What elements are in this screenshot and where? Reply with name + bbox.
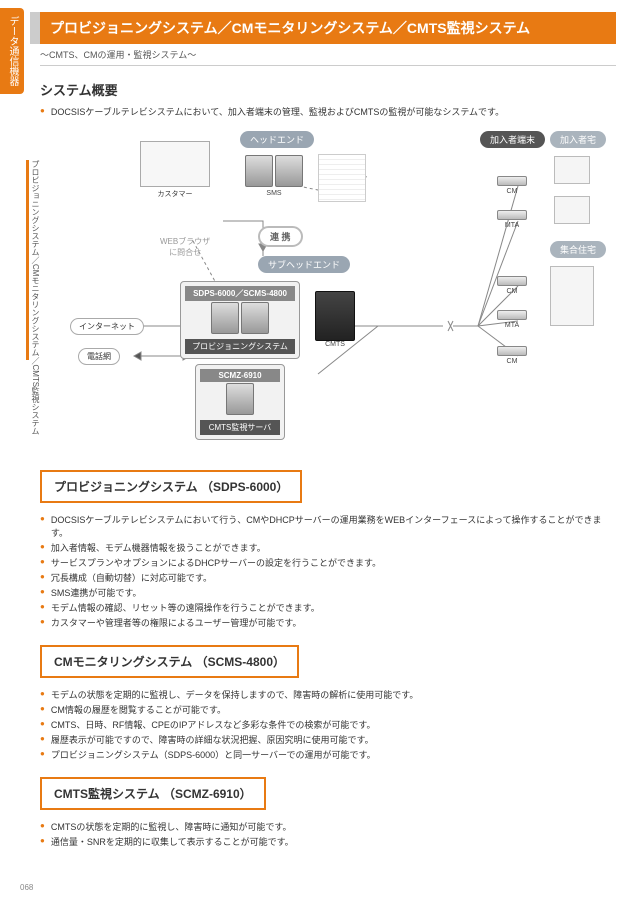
server-icon — [245, 155, 273, 187]
bullet-item: サービスプランやオプションによるDHCPサーバーの設定を行うことができます。 — [40, 556, 616, 569]
bullet-text: DOCSISケーブルテレビシステムにおいて行う、CMやDHCPサーバーの運用業務… — [51, 513, 616, 539]
bullet-text: 冗長構成（自動切替）に対応可能です。 — [51, 571, 212, 584]
cooperation-label: 連 携 — [258, 226, 303, 247]
cmts-server-label: CMTS監視サーバ — [200, 420, 280, 435]
collective-housing-label: 集合住宅 — [550, 241, 606, 258]
cm-text: CM — [495, 188, 529, 195]
server-icon — [226, 383, 254, 415]
cm-icon — [497, 346, 527, 356]
bullet-text: 通信量・SNRを定期的に収集して表示することが可能です。 — [51, 835, 294, 848]
bullet-text: モデムの状態を定期的に監視し、データを保持しますので、障害時の解析に使用可能です… — [51, 688, 419, 701]
overview-heading: システム概要 — [40, 80, 616, 99]
section-heading: CMTS監視システム （SCMZ-6910） — [40, 777, 266, 810]
bullet-item: DOCSISケーブルテレビシステムにおいて行う、CMやDHCPサーバーの運用業務… — [40, 513, 616, 539]
building-icon — [550, 266, 594, 326]
bullet-text: 履歴表示が可能ですので、障害時の詳細な状況把握、原因究明に使用可能です。 — [51, 733, 374, 746]
headend-label: ヘッドエンド — [240, 131, 314, 148]
bullet-text: カスタマーや管理者等の権限によるユーザー管理が可能です。 — [51, 616, 302, 629]
bullet-text: 加入者情報、モデム機器情報を扱うことができます。 — [51, 541, 266, 554]
bullet-item: 冗長構成（自動切替）に対応可能です。 — [40, 571, 616, 584]
category-tab: データ通信機器 — [0, 8, 24, 94]
customer-label: カスタマー — [125, 189, 225, 199]
bullet-item: CMTS、日時、RF情報、CPEのIPアドレスなど多彩な条件での検索が可能です。 — [40, 718, 616, 731]
bullet-item: 加入者情報、モデム機器情報を扱うことができます。 — [40, 541, 616, 554]
overview-text: DOCSISケーブルテレビシステムにおいて、加入者端末の管理、監視およびCMTS… — [51, 105, 504, 118]
subheadend-label: サブヘッドエンド — [258, 256, 350, 273]
bullet-text: サービスプランやオプションによるDHCPサーバーの設定を行うことができます。 — [51, 556, 381, 569]
cm-text: CM — [495, 358, 529, 365]
sdps-scms-label: SDPS-6000／SCMS-4800 — [185, 286, 295, 301]
bullet-item: モデムの状態を定期的に監視し、データを保持しますので、障害時の解析に使用可能です… — [40, 688, 616, 701]
bullet-text: プロビジョニングシステム（SDPS-6000）と同一サーバーでの運用が可能です。 — [51, 748, 376, 761]
grid-icon — [318, 154, 366, 202]
subscriber-home-label: 加入者宅 — [550, 131, 606, 148]
bullet-text: CM情報の履歴を閲覧することが可能です。 — [51, 703, 226, 716]
bullet-text: モデム情報の確認、リセット等の遠隔操作を行うことができます。 — [51, 601, 320, 614]
web-browser-note: WEBブラウザ に問合せ — [160, 236, 210, 258]
provisioning-label: プロビジョニングシステム — [185, 339, 295, 354]
phone-node: 電話網 — [78, 348, 120, 365]
page-title: プロビジョニングシステム／CMモニタリングシステム／CMTS監視システム — [30, 12, 616, 44]
side-accent — [26, 160, 29, 360]
server-icon — [211, 302, 239, 334]
bullet-text: CMTS、日時、RF情報、CPEのIPアドレスなど多彩な条件での検索が可能です。 — [51, 718, 376, 731]
cm-icon — [497, 276, 527, 286]
sms-label: SMS — [244, 190, 304, 197]
bullet-item: カスタマーや管理者等の権限によるユーザー管理が可能です。 — [40, 616, 616, 629]
section-heading: プロビジョニングシステム （SDPS-6000） — [40, 470, 302, 503]
cm-text: CM — [495, 288, 529, 295]
cmts-icon — [315, 291, 355, 341]
subscriber-terminal-label: 加入者端末 — [480, 131, 545, 148]
server-icon — [241, 302, 269, 334]
bullet-item: 履歴表示が可能ですので、障害時の詳細な状況把握、原因究明に使用可能です。 — [40, 733, 616, 746]
bullet-text: CMTSの状態を定期的に監視し、障害時に通知が可能です。 — [51, 820, 292, 833]
scmz-label: SCMZ-6910 — [200, 369, 280, 382]
mta-text: MTA — [495, 322, 529, 329]
house-icon — [554, 156, 590, 184]
mta-text: MTA — [495, 222, 529, 229]
bullet-item: CMTSの状態を定期的に監視し、障害時に通知が可能です。 — [40, 820, 616, 833]
server-icon — [275, 155, 303, 187]
internet-node: インターネット — [70, 318, 144, 335]
bullet-text: SMS連携が可能です。 — [51, 586, 142, 599]
section-heading: CMモニタリングシステム （SCMS-4800） — [40, 645, 299, 678]
cm-icon — [497, 310, 527, 320]
bullet-item: CM情報の履歴を閲覧することが可能です。 — [40, 703, 616, 716]
bullet-item: SMS連携が可能です。 — [40, 586, 616, 599]
cm-icon — [497, 176, 527, 186]
cmts-label: CMTS — [315, 341, 355, 348]
cm-icon — [497, 210, 527, 220]
bullet-item: モデム情報の確認、リセット等の遠隔操作を行うことができます。 — [40, 601, 616, 614]
page-subtitle: ～CMTS、CMの運用・監視システム～ — [40, 48, 616, 66]
bullet-item: 通信量・SNRを定期的に収集して表示することが可能です。 — [40, 835, 616, 848]
bullet-item: プロビジョニングシステム（SDPS-6000）と同一サーバーでの運用が可能です。 — [40, 748, 616, 761]
page-number: 068 — [20, 883, 33, 892]
house-icon — [554, 196, 590, 224]
overview-bullet: DOCSISケーブルテレビシステムにおいて、加入者端末の管理、監視およびCMTS… — [40, 105, 616, 118]
system-diagram: ヘッドエンド SMS カスタマー WEBブラウザ に問合せ 連 携 サブヘッドエ… — [40, 126, 616, 436]
